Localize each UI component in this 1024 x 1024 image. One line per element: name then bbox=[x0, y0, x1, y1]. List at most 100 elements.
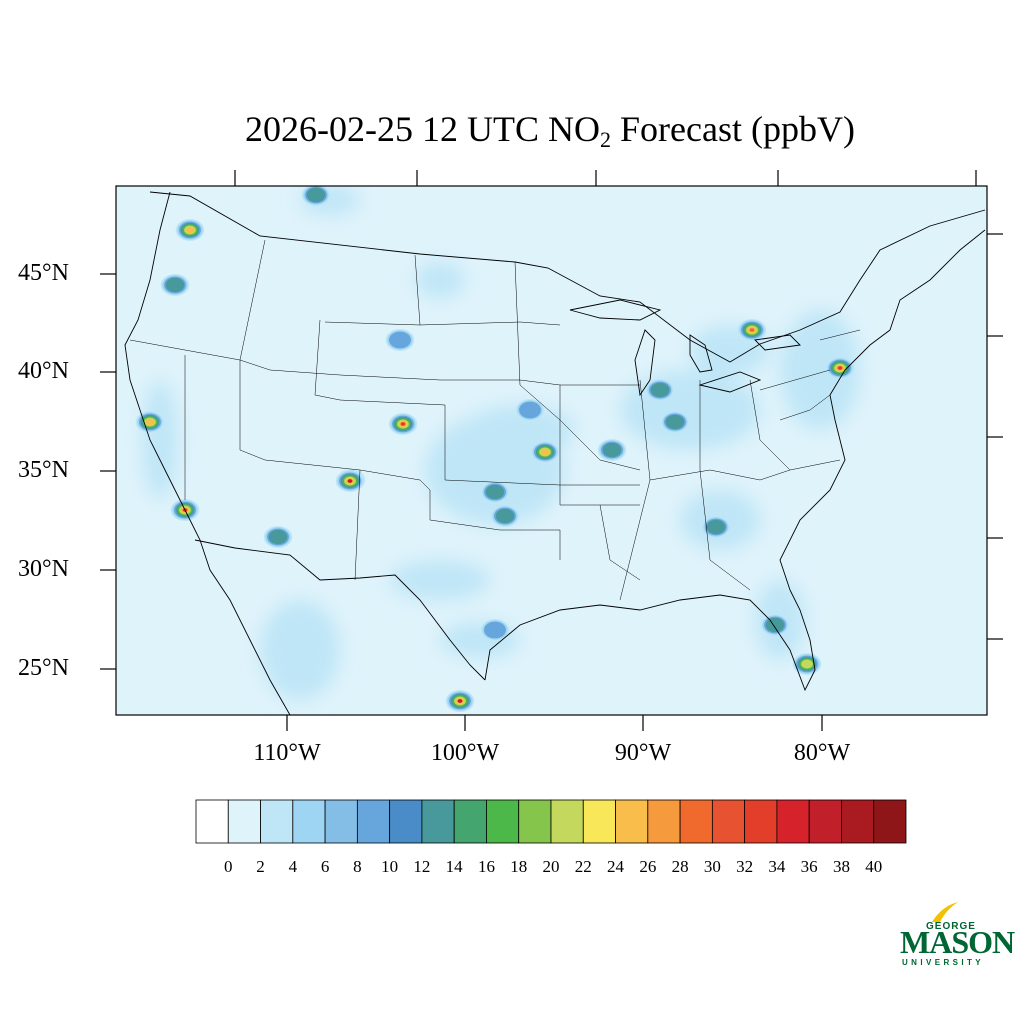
colorbar-label: 36 bbox=[800, 857, 818, 876]
colorbar-box bbox=[518, 799, 552, 844]
colorbar-label: 16 bbox=[477, 857, 495, 876]
colorbar-label: 28 bbox=[671, 857, 689, 876]
colorbar-box bbox=[324, 799, 358, 844]
hotspot-st-louis bbox=[597, 439, 627, 461]
colorbar-label: 32 bbox=[736, 857, 754, 876]
colorbar-box bbox=[356, 799, 391, 844]
hotspot-portland bbox=[160, 274, 190, 296]
map-title: 2026-02-25 12 UTC NO2 Forecast (ppbV) bbox=[0, 108, 1024, 153]
colorbar-label: 0 bbox=[224, 857, 233, 876]
hotspot-houston bbox=[480, 619, 510, 641]
colorbar-box bbox=[550, 799, 584, 844]
colorbar-label: 26 bbox=[639, 857, 657, 876]
east-coastline bbox=[779, 229, 986, 591]
colorbar-box bbox=[647, 799, 681, 844]
hotspot-contour bbox=[400, 422, 406, 426]
colorbar-box bbox=[582, 799, 616, 844]
colorbar-label: 40 bbox=[865, 857, 883, 876]
colorbar-label: 14 bbox=[445, 857, 463, 876]
colorbar-label: 2 bbox=[256, 857, 265, 876]
colorbar-box bbox=[389, 799, 423, 844]
state-lines bbox=[129, 239, 861, 601]
colorbar-box bbox=[615, 799, 649, 844]
mexico-plume bbox=[260, 600, 340, 700]
hotspot-phoenix bbox=[263, 526, 293, 548]
colorbar-label: 6 bbox=[320, 857, 330, 876]
gulf-coastline bbox=[484, 589, 816, 692]
hotspot-new-york bbox=[825, 357, 855, 379]
hotspot-contour bbox=[665, 414, 685, 430]
logo-george: GEORGE bbox=[926, 921, 976, 932]
top-ticks bbox=[234, 170, 977, 186]
colorbar-box bbox=[260, 799, 294, 844]
hotspot-miami bbox=[792, 653, 822, 675]
lat-label-45: 45°N bbox=[18, 260, 69, 286]
hotspot-contour bbox=[484, 621, 506, 639]
colorbar bbox=[195, 799, 907, 844]
hotspot-contour bbox=[485, 484, 505, 500]
logo-university: UNIVERSITY bbox=[902, 958, 985, 967]
hotspot-contour bbox=[457, 699, 463, 703]
texas-plume bbox=[390, 560, 490, 600]
lake-erie bbox=[698, 371, 762, 393]
lake-ontario bbox=[754, 334, 801, 351]
bottom-ticks bbox=[286, 715, 823, 731]
lon-label-90w: 90°W bbox=[614, 740, 672, 766]
colorbar-label: 20 bbox=[542, 857, 560, 876]
hotspot-contour bbox=[389, 331, 411, 349]
colorbar-label: 10 bbox=[381, 857, 399, 876]
hotspot-contour bbox=[268, 529, 288, 545]
lat-label-40: 40°N bbox=[18, 358, 69, 384]
hotspot-contour bbox=[347, 479, 353, 483]
hotspot-contour bbox=[749, 328, 755, 332]
hotspot-denver bbox=[388, 413, 418, 435]
hotspot-toronto bbox=[737, 319, 767, 341]
hotspot-contour bbox=[602, 442, 622, 458]
logo-mason: MASON bbox=[900, 924, 1015, 960]
hotspot-contour bbox=[765, 617, 785, 633]
colorbar-box bbox=[776, 799, 810, 844]
colorbar-box bbox=[744, 799, 778, 844]
map-frame bbox=[115, 185, 988, 716]
colorbar-label: 30 bbox=[703, 857, 721, 876]
hotspot-seattle bbox=[175, 219, 205, 241]
hotspot-san-francisco bbox=[135, 411, 165, 433]
lat-label-30: 30°N bbox=[18, 556, 69, 582]
colorbar-label: 12 bbox=[413, 857, 431, 876]
colorbar-label: 8 bbox=[353, 857, 362, 876]
hotspot-contour bbox=[519, 401, 541, 419]
hotspot-contour bbox=[801, 659, 813, 669]
colorbar-label: 18 bbox=[510, 857, 528, 876]
lat-label-25: 25°N bbox=[18, 655, 69, 681]
hotspot-contour bbox=[306, 187, 326, 203]
lon-label-110w: 110°W bbox=[253, 740, 321, 766]
title-prefix: 2026-02-25 12 UTC NO bbox=[245, 109, 601, 149]
lake-huron bbox=[689, 334, 713, 373]
title-suffix: Forecast (ppbV) bbox=[611, 109, 855, 149]
hotspot-omaha bbox=[515, 399, 545, 421]
hotspot-contour bbox=[185, 226, 195, 234]
logo-swoosh-icon bbox=[932, 902, 958, 922]
northeast-plume bbox=[780, 310, 860, 430]
colorbar-box bbox=[486, 799, 520, 844]
mexico-border bbox=[194, 539, 486, 681]
west-coastline bbox=[124, 191, 291, 715]
hotspot-layer bbox=[135, 186, 855, 712]
colorbar-box bbox=[679, 799, 713, 844]
title-subscript: 2 bbox=[600, 127, 612, 152]
hotspot-contour bbox=[650, 382, 670, 398]
dakotas-plume bbox=[415, 262, 465, 298]
lat-label-35: 35°N bbox=[18, 457, 69, 483]
colorbar-label: 24 bbox=[607, 857, 625, 876]
hotspot-mexico-south bbox=[445, 690, 475, 712]
colorbar-box bbox=[421, 799, 455, 844]
hotspot-oklahoma-city bbox=[480, 481, 510, 503]
hotspot-contour bbox=[165, 277, 185, 293]
colorbar-label: 38 bbox=[832, 857, 850, 876]
hotspot-contour bbox=[540, 448, 550, 456]
lake-superior bbox=[569, 299, 662, 321]
boundary-lines bbox=[124, 191, 986, 715]
colorbar-box bbox=[841, 799, 875, 844]
hotspot-chicago bbox=[645, 379, 675, 401]
